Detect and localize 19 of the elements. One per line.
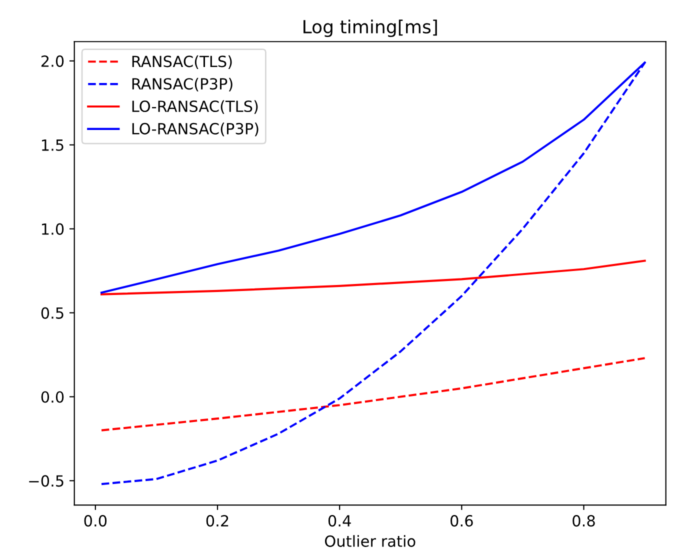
x-tick-label: 0.2 xyxy=(206,515,228,527)
y-tick-label: 0.0 xyxy=(41,391,64,403)
legend-label: LO-RANSAC(TLS) xyxy=(132,100,258,114)
x-tick-label: 0.4 xyxy=(328,515,351,527)
y-tick-label: −0.5 xyxy=(29,475,64,487)
y-tick-label: 1.5 xyxy=(42,140,64,151)
y-tick-label: 0.5 xyxy=(41,307,64,319)
y-tick-label: 1.0 xyxy=(42,223,64,235)
line-series xyxy=(100,357,646,432)
legend-label: RANSAC(P3P) xyxy=(132,78,232,92)
legend-label: RANSAC(TLS) xyxy=(132,55,232,69)
x-tick-label: 0.8 xyxy=(572,515,595,527)
legend-label: LO-RANSAC(P3P) xyxy=(132,122,258,136)
x-axis-title: Outlier ratio xyxy=(324,535,416,547)
x-tick-label: 0.6 xyxy=(450,515,473,527)
x-tick-label: 0.0 xyxy=(84,515,107,527)
y-tick-label: 2.0 xyxy=(41,55,64,67)
chart-title: Log timing[ms] xyxy=(304,20,437,38)
line-series xyxy=(100,260,646,296)
